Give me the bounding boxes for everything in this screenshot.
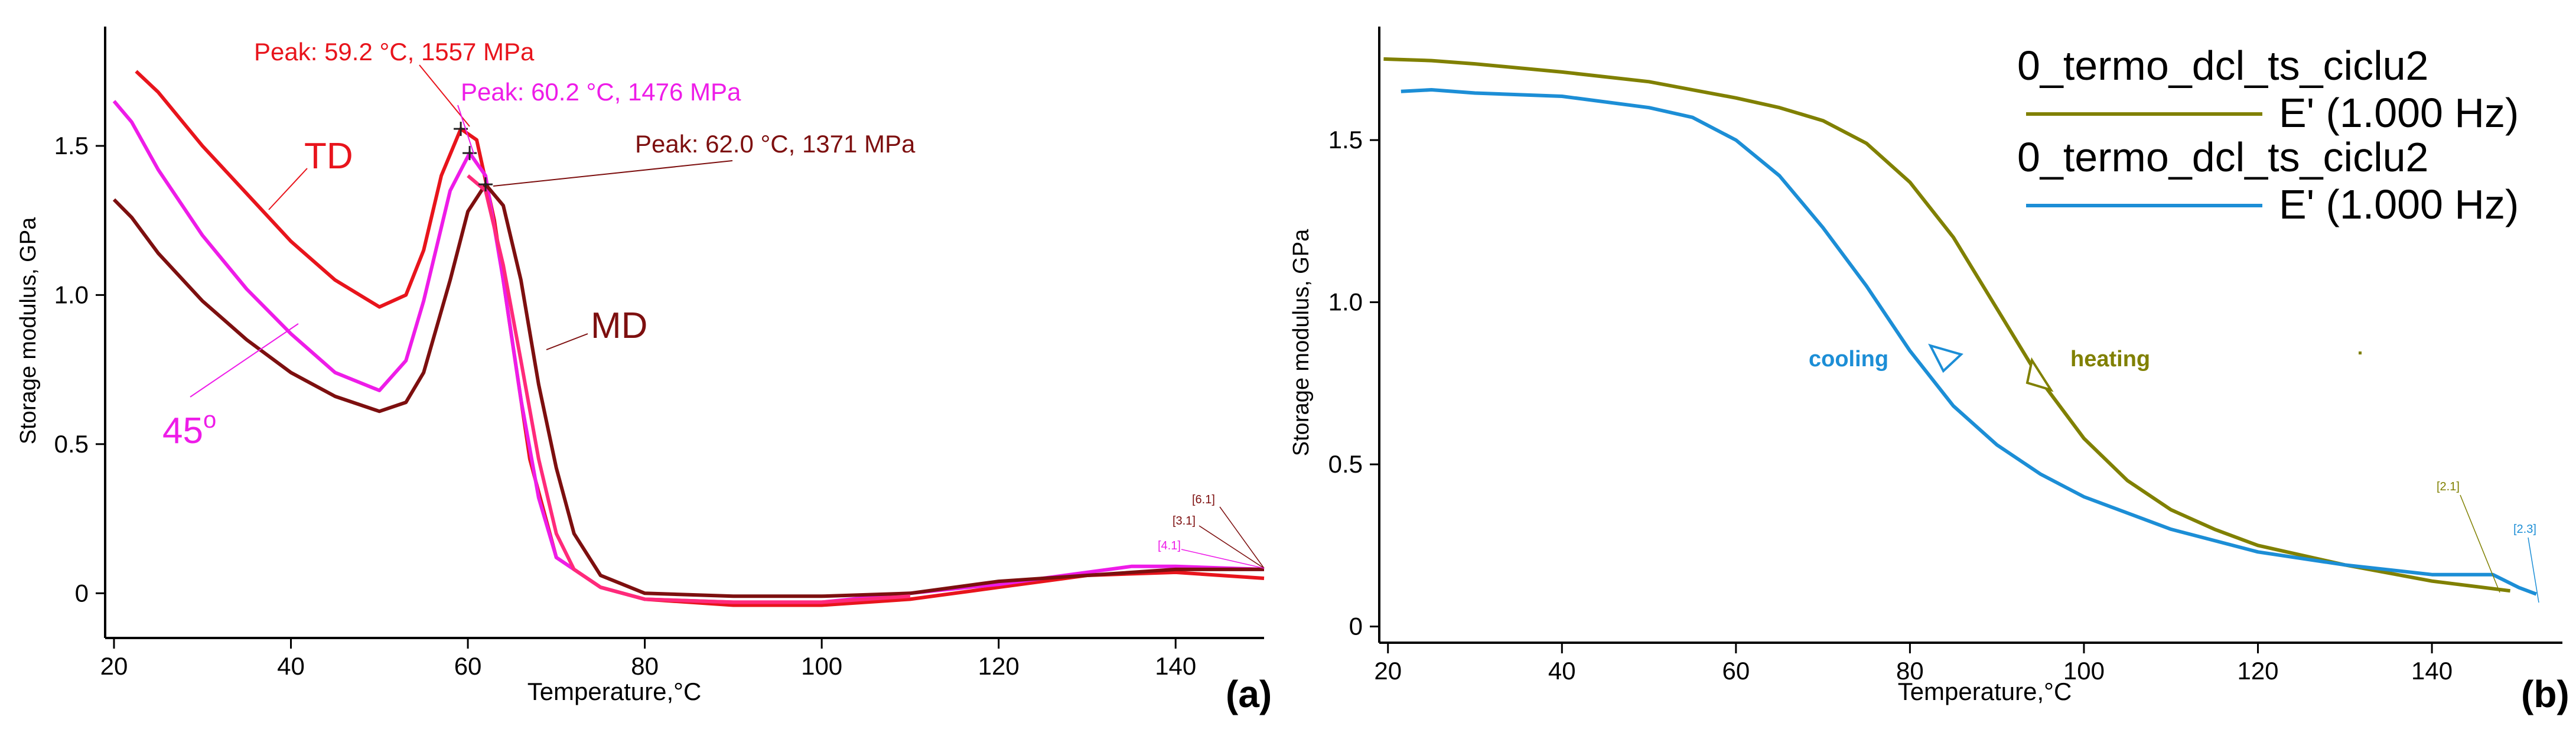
panel-a-ticks: 20 40 60 80 100 120 140 0 0.5 1.0 1.5 [54, 132, 1197, 680]
cooling-label: cooling [1809, 347, 1888, 372]
tag-21-leader [2460, 494, 2500, 593]
label-45: 45o [162, 407, 216, 451]
tag-23-leader [2528, 537, 2539, 603]
legend-heating-title: 0_termo_dcl_ts_ciclu2 [2017, 43, 2428, 89]
panel-a-xtick-label: 100 [801, 652, 842, 680]
panel-b-ylabel: Storage modulus, GPa [1289, 229, 1314, 456]
heating-label: heating [2070, 347, 2150, 372]
peak-md-leader [493, 160, 733, 187]
legend-cooling-title: 0_termo_dcl_ts_ciclu2 [2017, 134, 2428, 180]
peak-md-label: Peak: 62.0 °C, 1371 MPa [635, 130, 916, 158]
legend-heating-label: E' (1.000 Hz) [2279, 90, 2519, 136]
panel-a-xtick-label: 20 [100, 652, 128, 680]
td-label-leader [268, 168, 308, 210]
panel-b-ytick-label: 0.5 [1328, 450, 1363, 478]
peak-marker [478, 177, 493, 192]
panel-b-xtick-label: 140 [2411, 657, 2453, 685]
peak-td-label: Peak: 59.2 °C, 1557 MPa [254, 38, 535, 66]
md-label-leader [546, 333, 588, 350]
tag-41-leader [1181, 549, 1265, 569]
tag-61: [6.1] [1192, 493, 1215, 506]
label-45-text: 45 [162, 411, 203, 451]
panel-b-xlabel: Temperature,°C [1898, 678, 2072, 705]
peak-md-callout: Peak: 62.0 °C, 1371 MPa [493, 130, 916, 187]
panel-b-xtick-label: 40 [1548, 657, 1576, 685]
panel-a-ytick-label: 0 [75, 579, 89, 607]
tag-31-leader [1199, 525, 1265, 569]
tag-41: [4.1] [1158, 539, 1181, 552]
panel-b-xtick-label: 120 [2237, 657, 2278, 685]
panel-b-series-group [1383, 57, 2537, 596]
panel-b-ytick-label: 1.5 [1328, 126, 1363, 154]
panel-a-xtick-label: 120 [978, 652, 1020, 680]
peak-45-label: Peak: 60.2 °C, 1476 MPa [461, 78, 741, 106]
panel-b-xtick-label: 60 [1722, 657, 1750, 685]
panel-b-xtick-label: 20 [1374, 657, 1402, 685]
tag-23: [2.3] [2513, 523, 2536, 536]
panel-b-series-cooling-line [1401, 88, 2537, 596]
panel-a-series-md-line [112, 183, 1264, 598]
label-45-sup: o [203, 407, 216, 433]
panel-a-xtick-label: 140 [1155, 652, 1196, 680]
panel-a-axes [104, 27, 1264, 639]
tag-21: [2.1] [2437, 480, 2460, 493]
panel-b-ticks: 20 40 60 80 100 120 140 0 0.5 1.0 1.5 [1328, 126, 2453, 685]
panel-b-xtick-label: 100 [2063, 657, 2105, 685]
panel-b-label: (b) [2521, 673, 2570, 715]
heating-arrow [2025, 357, 2054, 392]
legend: 0_termo_dcl_ts_ciclu2 E' (1.000 Hz) 0_te… [2017, 43, 2519, 227]
panel-a-xlabel: Temperature,°C [527, 678, 702, 705]
panel-a-ylabel: Storage modulus, GPa [16, 217, 41, 444]
panel-a-label: (a) [1226, 673, 1272, 715]
peak-td-callout: Peak: 59.2 °C, 1557 MPa [254, 38, 535, 127]
peak-marker [463, 146, 477, 161]
td-label: TD [304, 136, 353, 177]
md-label: MD [591, 305, 647, 346]
panel-a-series-overlay-line [467, 174, 911, 604]
peak-45-leader [457, 105, 474, 154]
label-45-leader [190, 323, 299, 398]
panel-b-series-heating-line [1383, 57, 2510, 593]
peak-45-callout: Peak: 60.2 °C, 1476 MPa [457, 78, 741, 154]
panel-b-ytick-label: 1.0 [1328, 288, 1363, 316]
cooling-arrow [1928, 343, 1963, 373]
panel-b-ytick-label: 0 [1349, 613, 1363, 640]
panel-b: 20 40 60 80 100 120 140 0 0.5 1.0 1.5 Storage modu… [1289, 27, 2570, 715]
tag-31: [3.1] [1173, 515, 1196, 528]
tag-61-leader [1219, 506, 1265, 569]
legend-cooling-label: E' (1.000 Hz) [2279, 181, 2519, 227]
stray-dot [2359, 351, 2362, 354]
panel-a: 20 40 60 80 100 120 140 0 0.5 1.0 1.5 Storage modu… [16, 27, 1272, 715]
panel-a-ytick-label: 0.5 [54, 430, 89, 458]
panel-a-xtick-label: 80 [631, 652, 659, 680]
panel-b-axes [1378, 27, 2562, 644]
panel-a-ytick-label: 1.5 [54, 132, 89, 159]
panel-a-xtick-label: 60 [454, 652, 482, 680]
panel-a-series-45-line [112, 100, 1265, 604]
panel-a-series-group [112, 70, 1265, 607]
panel-b-xtick-label: 80 [1896, 657, 1924, 685]
panel-a-ytick-label: 1.0 [54, 281, 89, 308]
panel-a-xtick-label: 40 [277, 652, 305, 680]
